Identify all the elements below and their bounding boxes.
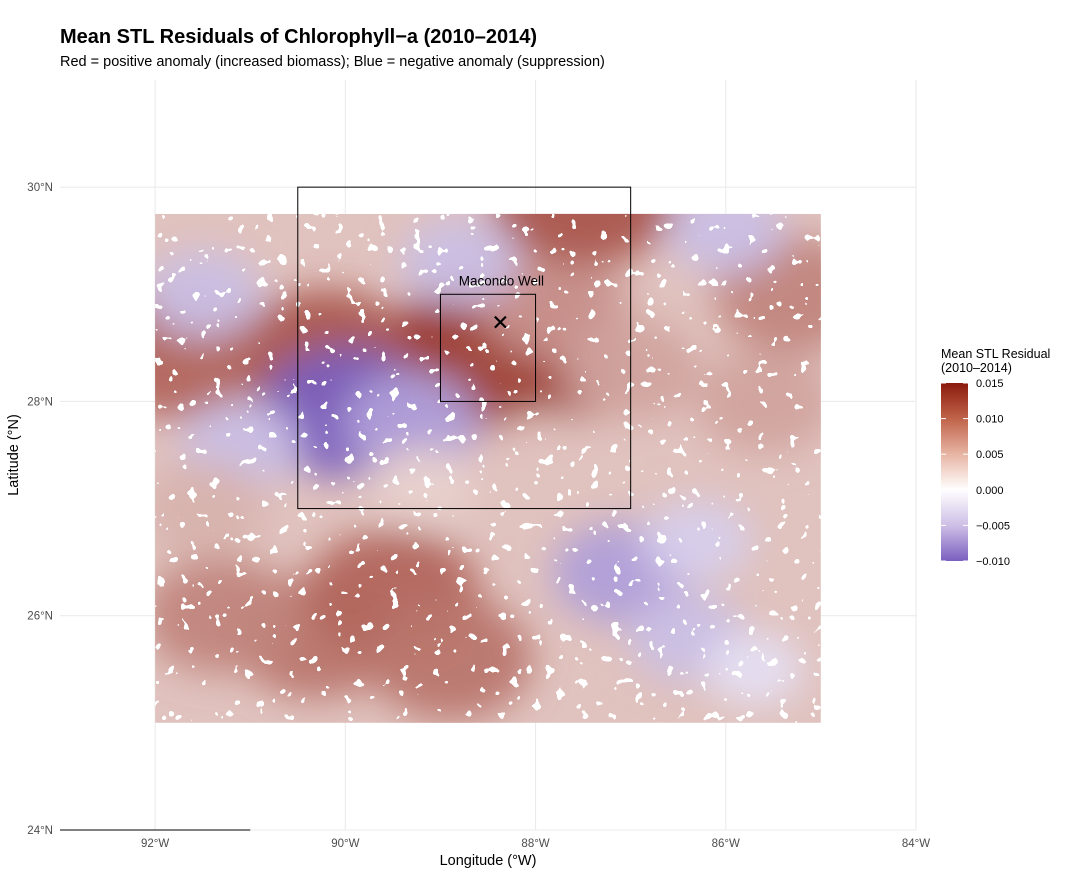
chart-subtitle: Red = positive anomaly (increased biomas… [60,54,605,70]
x-tick-label: 92°W [141,838,169,850]
colorbar-label: −0.010 [976,556,1010,568]
colorbar-label: 0.005 [976,449,1004,461]
y-tick-label: 28°N [27,396,53,408]
colorbar-label: 0.010 [976,414,1004,426]
x-tick-label: 86°W [712,838,740,850]
macondo-well-marker [494,315,507,329]
inner-study-box [439,293,537,402]
colorbar-legend: 0.015 0.010 0.005 0.000 −0.005 −0.010 [941,378,1010,568]
legend-title-line-1: Mean STL Residual [941,347,1051,361]
y-axis-title: Latitude (°N) [6,414,22,496]
y-tick-label: 26°N [27,611,53,623]
y-tick-label: 30°N [27,182,53,194]
colorbar [941,383,968,561]
x-tick-label: 84°W [902,838,930,850]
y-tick-label: 24°N [27,825,53,837]
legend-title: Mean STL Residual (2010–2014) [941,347,1050,375]
chart-title: Mean STL Residuals of Chlorophyll−a (201… [60,26,538,48]
x-axis-title: Longitude (°W) [440,853,537,869]
chlorophyll-residual-field [155,213,821,723]
outer-study-box [297,186,632,510]
axes: 92°W 90°W 88°W 86°W 84°W 24°N 26°N 28°N 30°N Long… [6,182,930,869]
colorbar-label: 0.000 [976,485,1004,497]
colorbar-label: 0.015 [976,378,1004,390]
colorbar-label: −0.005 [976,520,1010,532]
x-tick-label: 88°W [521,838,549,850]
x-tick-label: 90°W [331,838,359,850]
legend-title-line-2: (2010–2014) [941,361,1012,375]
macondo-well-label: Macondo Well [459,273,544,288]
study-area-annotations: Macondo Well [297,186,632,510]
